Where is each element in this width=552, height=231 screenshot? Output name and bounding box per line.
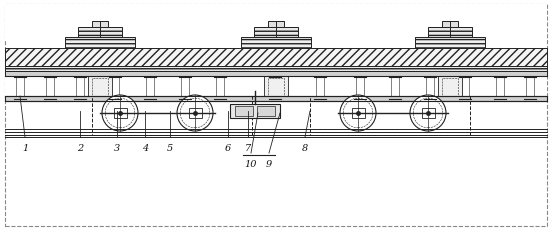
Bar xyxy=(65,38,135,49)
Bar xyxy=(496,78,504,100)
Circle shape xyxy=(340,96,376,131)
Circle shape xyxy=(410,96,446,131)
Bar xyxy=(181,78,189,100)
Bar xyxy=(257,106,275,116)
Bar xyxy=(316,78,324,100)
Bar xyxy=(189,109,202,119)
Bar xyxy=(426,78,434,100)
Bar xyxy=(268,22,284,28)
Bar xyxy=(391,78,399,100)
Bar xyxy=(356,78,364,100)
Bar xyxy=(5,49,547,67)
Bar xyxy=(438,77,462,102)
Bar xyxy=(442,79,458,100)
Text: 10: 10 xyxy=(245,159,257,168)
Text: 7: 7 xyxy=(245,143,251,152)
Bar xyxy=(111,78,119,100)
Text: 4: 4 xyxy=(142,143,148,152)
Bar xyxy=(92,97,252,135)
Bar xyxy=(241,38,311,49)
Bar xyxy=(216,78,224,100)
Bar xyxy=(5,67,547,72)
Bar xyxy=(46,78,54,100)
Text: 1: 1 xyxy=(22,143,28,152)
Text: 2: 2 xyxy=(77,143,83,152)
Circle shape xyxy=(102,96,138,131)
Bar xyxy=(76,78,84,100)
Bar xyxy=(5,72,547,77)
Bar xyxy=(16,78,24,100)
Bar xyxy=(146,78,154,100)
Text: 9: 9 xyxy=(266,159,272,168)
Text: 5: 5 xyxy=(167,143,173,152)
Bar xyxy=(310,97,470,135)
Bar xyxy=(92,22,108,28)
Bar xyxy=(235,106,253,116)
Bar xyxy=(5,97,547,102)
Bar xyxy=(92,79,108,100)
Text: 8: 8 xyxy=(302,143,308,152)
Bar xyxy=(114,109,127,119)
Bar xyxy=(78,28,122,38)
Bar xyxy=(268,79,284,100)
Bar xyxy=(461,78,469,100)
Bar xyxy=(264,77,288,102)
Bar xyxy=(254,28,298,38)
Text: 3: 3 xyxy=(114,143,120,152)
Bar xyxy=(422,109,435,119)
Bar xyxy=(442,22,458,28)
Bar xyxy=(88,77,112,102)
Bar xyxy=(271,78,279,100)
Bar xyxy=(428,28,472,38)
Text: 6: 6 xyxy=(225,143,231,152)
Bar xyxy=(415,38,485,49)
Bar xyxy=(5,77,547,102)
Bar xyxy=(5,5,547,42)
Bar xyxy=(230,105,280,119)
Bar xyxy=(352,109,365,119)
Bar xyxy=(526,78,534,100)
Circle shape xyxy=(177,96,213,131)
